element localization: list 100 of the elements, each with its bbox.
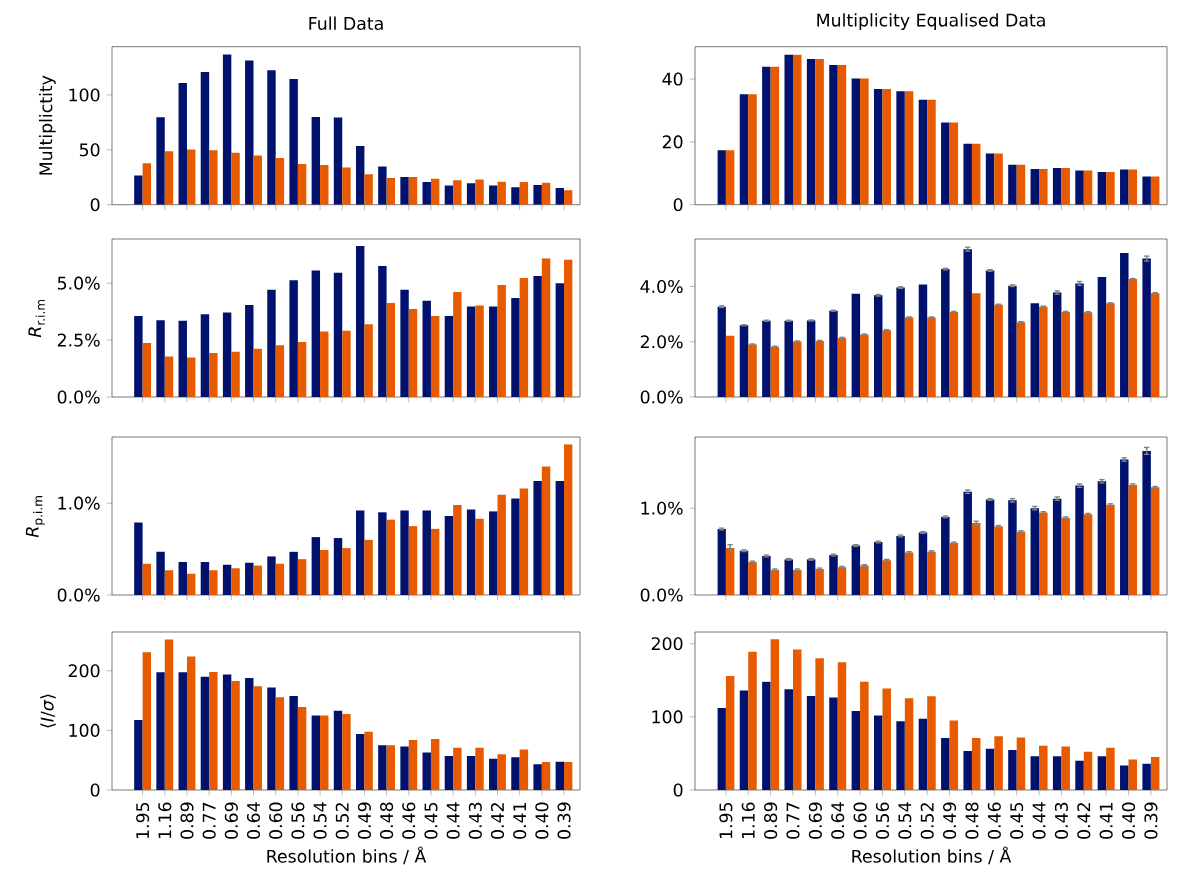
bar (949, 720, 959, 790)
bar (1008, 164, 1017, 205)
bar (851, 293, 861, 397)
bar (245, 305, 254, 397)
bar (918, 99, 928, 205)
bar (994, 153, 1003, 205)
bar (762, 555, 771, 595)
bar (430, 528, 440, 595)
x-tick-label: 0.39 (557, 802, 571, 839)
bar (1061, 167, 1070, 205)
y-axis-title: Multiplictity (38, 75, 56, 175)
bar (164, 570, 174, 595)
x-tick-label: 0.41 (1099, 802, 1113, 839)
y-tick-label: 0.0% (640, 588, 683, 602)
y-tick-label: 200 (68, 664, 100, 678)
bar (289, 79, 298, 205)
bar (555, 188, 565, 205)
bar (792, 649, 802, 790)
bar (134, 315, 143, 397)
bar (1106, 504, 1115, 595)
x-tick-label: 0.49 (357, 802, 371, 839)
bar (386, 302, 396, 397)
bar (333, 710, 343, 790)
bar (320, 715, 329, 790)
x-axis-title: Resolution bins / Å (852, 846, 1012, 865)
bar (466, 306, 476, 397)
bar (466, 756, 476, 790)
bar (851, 711, 861, 790)
x-tick-label: 0.64 (246, 802, 261, 839)
bar (784, 320, 793, 397)
bar (320, 331, 329, 397)
bar (941, 516, 950, 595)
bar (297, 341, 307, 397)
x-tick-label: 0.52 (920, 803, 934, 839)
bar (963, 249, 972, 397)
bar (245, 562, 254, 595)
y-tick-label: 20 (662, 135, 683, 149)
y-tick-label: 0.0% (57, 390, 100, 404)
bar (245, 677, 254, 790)
bar (904, 91, 914, 205)
bar (164, 151, 174, 205)
bar (444, 185, 454, 205)
bar (275, 157, 285, 205)
bar (904, 317, 914, 397)
bar (400, 176, 409, 205)
bar (475, 518, 484, 595)
bar (806, 320, 816, 397)
bar (748, 562, 757, 595)
bar (186, 656, 196, 790)
bar (378, 745, 387, 790)
bar (971, 522, 981, 595)
bar (904, 552, 914, 595)
x-tick-label: 0.54 (898, 802, 912, 839)
bar (1120, 169, 1129, 205)
bar (533, 276, 542, 397)
bar (792, 341, 802, 397)
bar (134, 175, 143, 205)
bar (533, 764, 542, 790)
bar (533, 481, 542, 595)
bar (320, 165, 329, 205)
bar (985, 153, 995, 205)
bar (386, 519, 396, 595)
x-tick-label: 0.54 (313, 802, 327, 839)
bar (1083, 514, 1093, 595)
bar (408, 739, 418, 790)
bar (1052, 292, 1062, 397)
bar (1128, 759, 1138, 790)
x-tick-label: 0.40 (1121, 802, 1136, 839)
bar (837, 662, 847, 790)
bar (762, 66, 771, 205)
bar (1008, 749, 1017, 790)
bar (918, 718, 928, 790)
bar (829, 310, 838, 397)
y-tick-label: 0.0% (640, 390, 683, 404)
bar (497, 284, 506, 397)
bar (297, 707, 307, 790)
bar (209, 353, 218, 397)
bar (873, 89, 883, 205)
bar (511, 297, 520, 397)
bar (873, 295, 883, 397)
bar (896, 91, 905, 205)
bar (896, 721, 905, 790)
bar (762, 681, 771, 790)
bar (222, 54, 232, 205)
bar (466, 183, 476, 205)
chart-title: Multiplicity Equalised Data (817, 13, 1045, 30)
x-tick-label: 1.95 (719, 802, 733, 839)
bar (882, 688, 891, 790)
bar (1120, 459, 1129, 595)
y-tick-label: 0.0% (57, 588, 100, 602)
bar (1075, 485, 1084, 595)
bar (186, 149, 196, 205)
bar (985, 748, 995, 790)
bar (927, 696, 936, 790)
bar (564, 190, 573, 205)
bar (1142, 763, 1151, 790)
bar (994, 736, 1003, 790)
x-tick-label: 0.49 (943, 802, 957, 839)
bar (1052, 167, 1062, 205)
bar (1150, 756, 1160, 790)
